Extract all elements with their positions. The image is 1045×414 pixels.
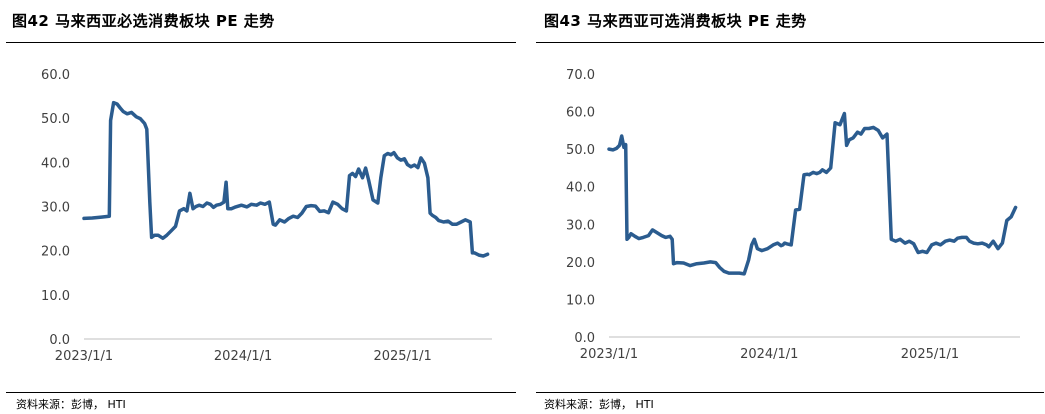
x-tick-label: 2024/1/1 bbox=[740, 347, 798, 362]
y-tick-label: 20.0 bbox=[566, 256, 595, 271]
chart-panel-left: 图42 马来西亚必选消费板块 PE 走势 0.0 10.0 20.0 30.0 40.0… bbox=[0, 0, 522, 414]
x-tick-label: 2024/1/1 bbox=[214, 349, 272, 364]
y-tick-label: 30.0 bbox=[41, 201, 70, 216]
y-tick-label: 40.0 bbox=[41, 156, 70, 171]
chart-title: 图43 马来西亚可选消费板块 PE 走势 bbox=[544, 12, 807, 30]
y-tick-label: 70.0 bbox=[566, 68, 595, 83]
y-tick-label: 0.0 bbox=[49, 333, 70, 348]
y-tick-label: 0.0 bbox=[574, 331, 595, 346]
y-tick-label: 50.0 bbox=[566, 143, 595, 158]
x-tick-label: 2025/1/1 bbox=[901, 347, 959, 362]
y-tick-label: 40.0 bbox=[566, 181, 595, 196]
pe-series-line bbox=[607, 111, 1018, 276]
y-tick-label: 20.0 bbox=[41, 245, 70, 260]
y-tick-label: 10.0 bbox=[41, 289, 70, 304]
footer-divider bbox=[6, 392, 516, 393]
y-tick-label: 10.0 bbox=[566, 293, 595, 308]
x-tick-label: 2023/1/1 bbox=[55, 349, 113, 364]
x-tick-label: 2023/1/1 bbox=[580, 347, 638, 362]
chart-panel-right: 图43 马来西亚可选消费板块 PE 走势 0.0 10.0 20.0 30.0 40.0… bbox=[530, 0, 1045, 414]
title-divider bbox=[6, 42, 516, 43]
y-tick-label: 50.0 bbox=[41, 112, 70, 127]
x-tick-label: 2025/1/1 bbox=[373, 349, 431, 364]
line-chart-consumer-discretionary-pe: 0.0 10.0 20.0 30.0 40.0 50.0 60.0 70.0 2023/1/1 2… bbox=[566, 68, 1020, 362]
y-tick-label: 60.0 bbox=[566, 106, 595, 121]
source-note: 资料来源：彭博， HTI bbox=[544, 398, 654, 411]
y-tick-label: 60.0 bbox=[41, 68, 70, 83]
footer-divider bbox=[536, 392, 1044, 393]
line-chart-consumer-staples-pe: 0.0 10.0 20.0 30.0 40.0 50.0 60.0 2023/1/1 2024/… bbox=[41, 68, 492, 364]
title-divider bbox=[536, 42, 1044, 43]
chart-title: 图42 马来西亚必选消费板块 PE 走势 bbox=[12, 12, 275, 30]
source-note: 资料来源：彭博， HTI bbox=[16, 398, 126, 411]
y-tick-label: 30.0 bbox=[566, 218, 595, 233]
pe-series-line bbox=[82, 100, 490, 258]
